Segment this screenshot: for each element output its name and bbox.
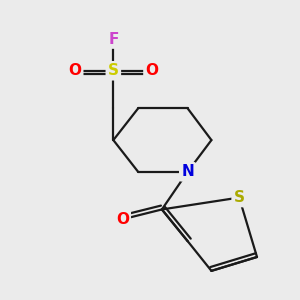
Text: O: O — [116, 212, 129, 227]
Text: O: O — [68, 63, 81, 78]
Text: N: N — [181, 164, 194, 179]
Text: F: F — [108, 32, 118, 46]
Text: S: S — [234, 190, 245, 205]
Text: O: O — [146, 63, 158, 78]
Text: S: S — [108, 63, 119, 78]
